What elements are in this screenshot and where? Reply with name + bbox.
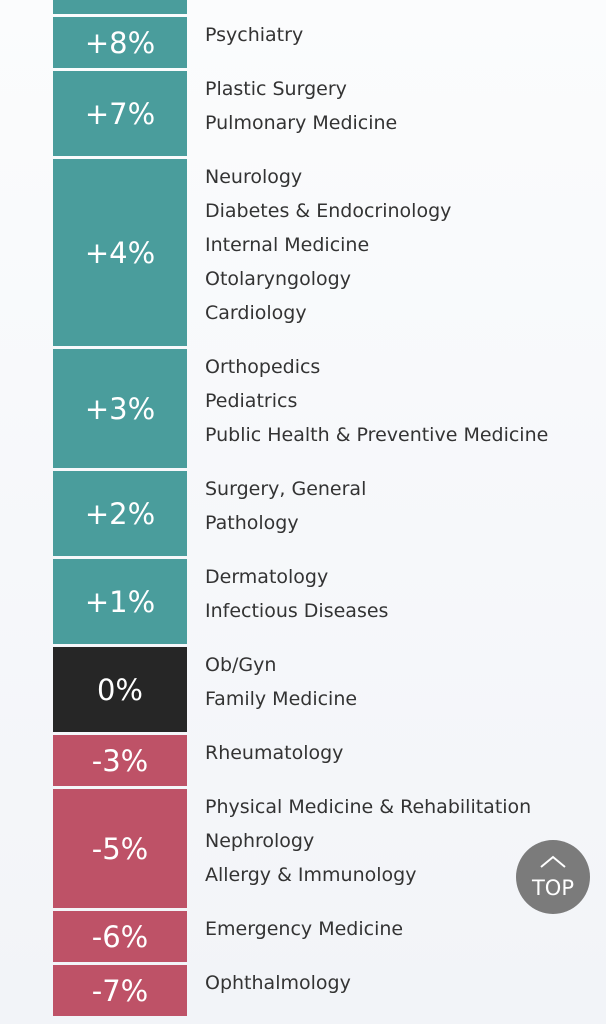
change-box: +1% [53,559,187,644]
change-box: -3% [53,735,187,786]
specialty: Ob/Gyn [205,654,277,676]
change-box: +8% [53,17,187,68]
specialty: Rheumatology [205,742,344,764]
specialty: Internal Medicine [205,234,370,256]
specialty: Plastic Surgery [205,78,347,100]
partial-box [53,0,187,14]
specialty: Cardiology [205,302,307,324]
change-box: +4% [53,159,187,346]
specialty: Otolaryngology [205,268,351,290]
change-box: -7% [53,965,187,1016]
specialty: Psychiatry [205,24,304,46]
specialty: Pulmonary Medicine [205,112,398,134]
top-button[interactable]: TOP [516,840,590,914]
chevron-icon [540,855,566,868]
specialty: Infectious Diseases [205,600,389,622]
specialty: Public Health & Preventive Medicine [205,424,549,446]
specialty: Physical Medicine & Rehabilitation [205,796,532,818]
change-box: -6% [53,911,187,962]
specialty: Diabetes & Endocrinology [205,200,452,222]
specialty: Pediatrics [205,390,298,412]
change-box: 0% [53,647,187,732]
change-box: +7% [53,71,187,156]
change-box: -5% [53,789,187,908]
specialty: Dermatology [205,566,329,588]
specialty: Neurology [205,166,303,188]
specialty: Family Medicine [205,688,358,710]
specialty: Pathology [205,512,299,534]
change-box: +3% [53,349,187,468]
change-box: +2% [53,471,187,556]
specialty: Nephrology [205,830,315,852]
specialty: Orthopedics [205,356,321,378]
specialty: Emergency Medicine [205,918,404,940]
specialty: Ophthalmology [205,972,351,994]
top-label: TOP [531,876,575,900]
specialty: Allergy & Immunology [205,864,417,886]
specialty: Surgery, General [205,478,367,500]
